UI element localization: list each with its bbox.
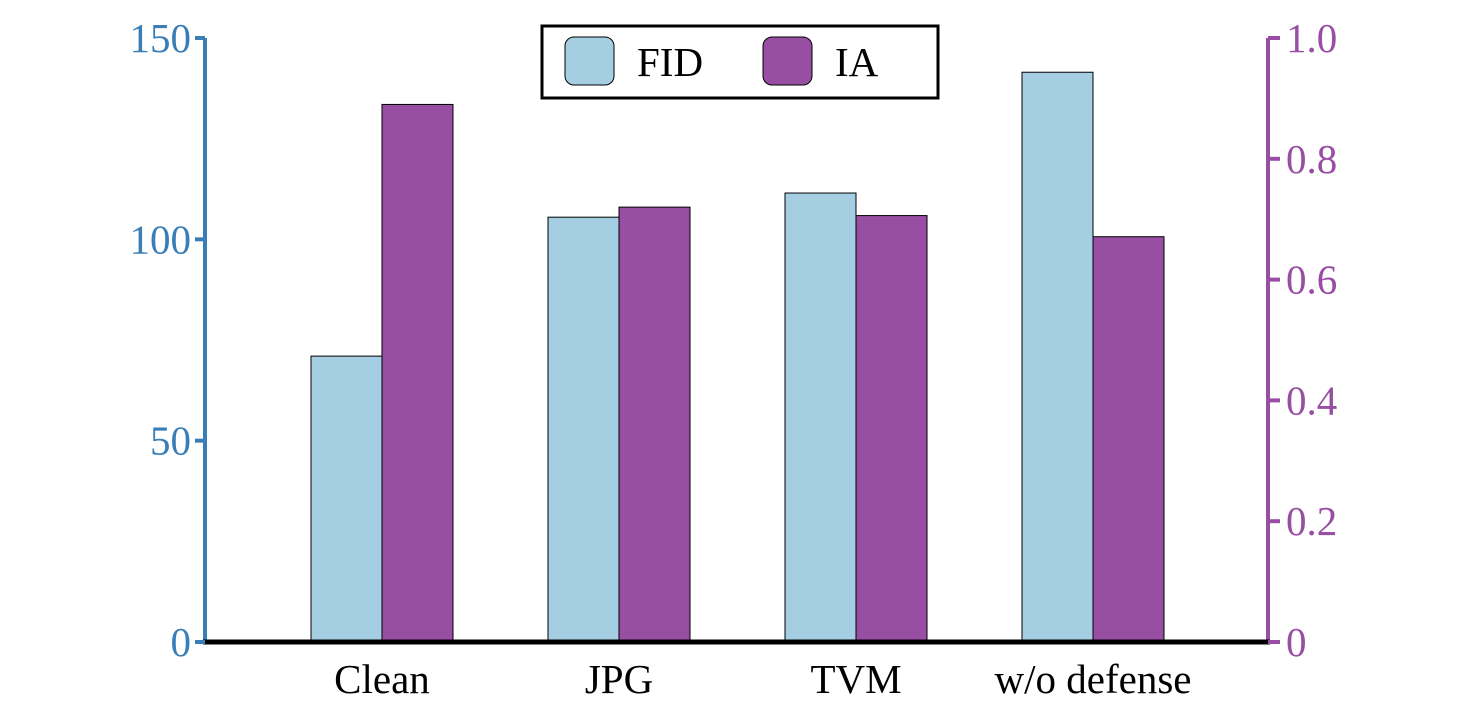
bar-ia-clean <box>381 103 454 643</box>
x-tick-label-clean: Clean <box>334 656 430 702</box>
bar-fid-tvm <box>784 192 857 643</box>
right-tick-label: 0.2 <box>1286 498 1337 544</box>
right-tick-label: 0 <box>1286 619 1307 665</box>
bar-fid-clean <box>310 355 383 643</box>
bar-ia-jpg <box>618 206 691 643</box>
left-tick-label: 0 <box>171 619 192 665</box>
x-tick-label-jpg: JPG <box>585 656 653 702</box>
right-tick-label: 0.6 <box>1286 257 1337 303</box>
x-axis-labels: Clean JPG TVM w/o defense <box>334 656 1191 702</box>
right-tick-label: 0.4 <box>1286 377 1337 423</box>
left-tick-label: 50 <box>150 418 191 464</box>
bar-ia-tvm <box>855 215 928 643</box>
bars-layer <box>310 71 1165 643</box>
legend-items: FID IA <box>564 36 879 86</box>
legend-label-ia: IA <box>835 39 879 85</box>
x-tick-label-w-o-defense: w/o defense <box>995 656 1192 702</box>
right-tick-label: 0.8 <box>1286 136 1337 182</box>
left-y-axis-ticks: 0 50 100 150 <box>130 15 205 665</box>
bar-ia-w-o-defense <box>1092 236 1165 643</box>
left-tick-label: 150 <box>130 15 192 61</box>
x-tick-label-tvm: TVM <box>810 656 901 702</box>
bar-fid-w-o-defense <box>1021 71 1094 643</box>
left-tick-label: 100 <box>130 216 192 262</box>
right-tick-label: 1.0 <box>1286 15 1337 61</box>
right-y-axis-ticks: 0 0.2 0.4 0.6 0.8 1.0 <box>1268 15 1337 665</box>
legend-swatch-fid <box>564 36 615 86</box>
legend-label-fid: FID <box>637 39 703 85</box>
bar-fid-jpg <box>547 216 620 643</box>
legend-swatch-ia <box>762 36 813 86</box>
axes-layer: 0 50 100 150 0 0.2 0.4 0.6 0.8 1.0 Clean JPG TVM w/… <box>130 15 1338 702</box>
legend: FID IA <box>540 24 940 100</box>
